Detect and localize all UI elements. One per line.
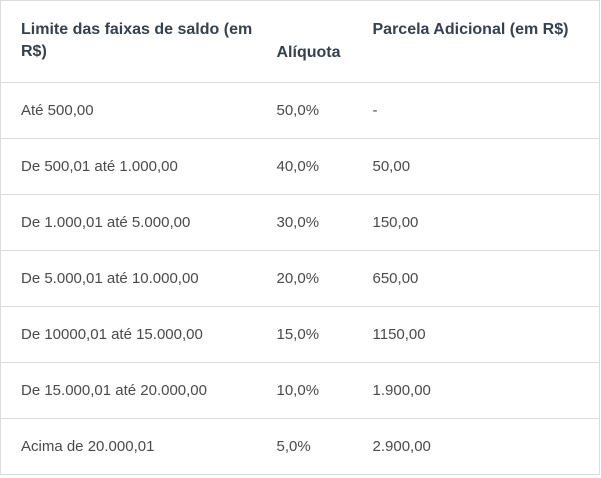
table-cell: 10,0% — [276, 362, 373, 419]
table-cell: 40,0% — [276, 138, 373, 195]
table-cell: 15,0% — [276, 306, 373, 363]
header-cell: Limite das faixas de saldo (em R$) — [0, 0, 277, 83]
table-cell: Acima de 20.000,01 — [0, 418, 277, 475]
table-cell: 50,00 — [372, 138, 600, 195]
table-cell: De 15.000,01 até 20.000,00 — [0, 362, 277, 419]
table-cell: De 1.000,01 até 5.000,00 — [0, 194, 277, 251]
table-cell: Até 500,00 — [0, 82, 277, 139]
table-row: Acima de 20.000,01 5,0% 2.900,00 — [0, 418, 600, 475]
table-cell: - — [372, 82, 600, 139]
table-cell: 150,00 — [372, 194, 600, 251]
table-cell: 1.900,00 — [372, 362, 600, 419]
table-row: De 15.000,01 até 20.000,00 10,0% 1.900,00 — [0, 362, 600, 419]
table-row: De 5.000,01 até 10.000,00 20,0% 650,00 — [0, 250, 600, 307]
table-cell: 50,0% — [276, 82, 373, 139]
table-body: Até 500,00 50,0% - De 500,01 até 1.000,00 40… — [0, 82, 600, 475]
table-row: Até 500,00 50,0% - — [0, 82, 600, 139]
table-row: De 10000,01 até 15.000,00 15,0% 1150,00 — [0, 306, 600, 363]
header-row: Limite das faixas de saldo (em R$) Alíqu… — [0, 0, 600, 83]
table-row: De 1.000,01 até 5.000,00 30,0% 150,00 — [0, 194, 600, 251]
table-cell: De 500,01 até 1.000,00 — [0, 138, 277, 195]
table-row: De 500,01 até 1.000,00 40,0% 50,00 — [0, 138, 600, 195]
table-header: Limite das faixas de saldo (em R$) Alíqu… — [0, 0, 600, 83]
header-cell: Alíquota — [276, 0, 373, 83]
table-cell: 650,00 — [372, 250, 600, 307]
table-cell: De 10000,01 até 15.000,00 — [0, 306, 277, 363]
table-cell: 1150,00 — [372, 306, 600, 363]
table-cell: 2.900,00 — [372, 418, 600, 475]
table-cell: 20,0% — [276, 250, 373, 307]
table-cell: De 5.000,01 até 10.000,00 — [0, 250, 277, 307]
table-cell: 30,0% — [276, 194, 373, 251]
table-cell: 5,0% — [276, 418, 373, 475]
header-cell: Parcela Adicional (em R$) — [372, 0, 600, 83]
